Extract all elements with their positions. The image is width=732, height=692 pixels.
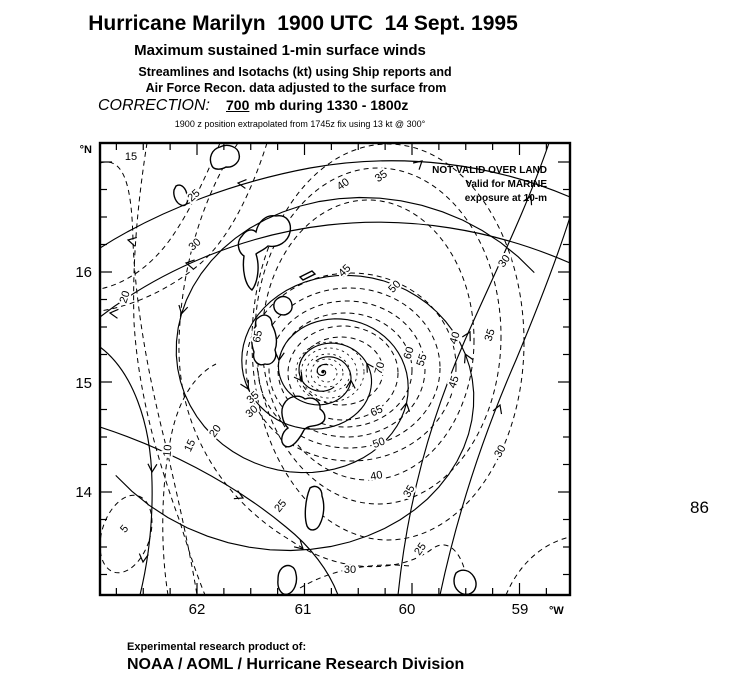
spiral-streamline: [115, 274, 475, 552]
island-marie-galante: [273, 295, 293, 316]
isotach-label: 15: [125, 151, 137, 163]
island-st-vincent: [277, 564, 298, 595]
islands: [173, 144, 477, 595]
isotach-label: 30: [344, 564, 356, 576]
streamline-arrow: [274, 351, 285, 362]
isotach-contours: [100, 143, 570, 595]
description-line-2: Air Force Recon. data adjusted to the su…: [145, 81, 447, 95]
map-warning-line: NOT VALID OVER LAND: [432, 165, 547, 176]
lon-label: 59: [512, 601, 529, 618]
map-graphics: [100, 143, 570, 595]
correction-detail: mb during 1330 - 1800z: [254, 97, 409, 113]
isotach-label: 70: [373, 361, 388, 376]
isotach-label: 30: [243, 403, 260, 420]
streamline-arrow: [240, 379, 249, 391]
streamline-arrow: [178, 304, 189, 316]
axis-labels: 16 15 14 °N 62 61 60 59 °W: [75, 144, 564, 618]
island-barbados: [453, 569, 477, 595]
lon-unit: °W: [549, 605, 564, 617]
streamline-arrow: [293, 371, 303, 382]
isotach-label: 60: [402, 345, 417, 360]
description-line-1: Streamlines and Isotachs (kt) using Ship…: [138, 65, 452, 79]
island-antigua: [209, 144, 241, 170]
island-martinique: [281, 395, 326, 448]
isotach-label: 45: [447, 374, 462, 389]
eye-center: [321, 370, 325, 374]
page-title: Hurricane Marilyn 1900 UTC 14 Sept. 1995: [88, 12, 518, 35]
map-warning-line: exposure at 10-m: [465, 193, 547, 204]
isotach-label: 30: [492, 443, 509, 460]
streamline-arrow: [293, 540, 304, 550]
footer-organization: NOAA / AOML / Hurricane Research Divisio…: [127, 656, 465, 673]
isotach-label: 50: [371, 435, 387, 450]
lat-unit: °N: [80, 144, 92, 156]
spiral-streamline: [316, 363, 329, 376]
isotach-label: 65: [251, 329, 265, 343]
lon-label: 61: [295, 601, 312, 618]
streamline-arrow: [492, 403, 503, 415]
map-warning-line: Valid for MARINE: [465, 179, 547, 190]
isotach-label: 20: [118, 289, 133, 304]
streamline-arrow: [412, 160, 423, 170]
streamline-arrow: [233, 490, 245, 500]
isotach-label: 15: [182, 438, 198, 454]
streamline-arrow: [345, 379, 356, 389]
page-subtitle: Maximum sustained 1-min surface winds: [134, 42, 426, 59]
map-frame: [98, 141, 572, 597]
isotach-label: 55: [415, 352, 430, 367]
footer-product-note: Experimental research product of:: [127, 641, 307, 653]
lat-label: 16: [75, 264, 92, 281]
island-la-desirade: [298, 270, 317, 281]
isotach-label: 35: [373, 168, 390, 185]
isotach-label: 30: [496, 253, 513, 270]
map-warning-text: NOT VALID OVER LAND Valid for MARINE expos…: [432, 165, 547, 204]
streamline-arrow: [126, 236, 137, 247]
streamline-arrow: [461, 330, 471, 342]
isotach-label: 50: [386, 278, 403, 295]
isotach-label: 30: [186, 236, 203, 253]
spiral-streamline: [175, 196, 535, 474]
isotach-label: 25: [272, 498, 289, 515]
correction-line: CORRECTION: 700 mb during 1330 - 1800z: [98, 97, 408, 115]
lon-label: 60: [399, 601, 416, 618]
isotach-label: 35: [483, 327, 498, 342]
isotach-label: 25: [412, 541, 429, 558]
correction-label: CORRECTION:: [98, 97, 210, 114]
streamline-arrow: [463, 353, 474, 364]
streamline-arrow: [138, 553, 149, 564]
streamline-arrow: [147, 463, 158, 474]
streamline-arrow: [236, 178, 247, 189]
streamline-arrow: [366, 362, 376, 373]
streamline-arrow: [400, 401, 411, 412]
axis-ticks: [100, 143, 570, 595]
position-note: 1900 z position extrapolated from 1745z …: [174, 119, 426, 129]
streamline-arrow: [108, 308, 119, 319]
side-page-number: 86: [690, 498, 709, 517]
isotach-label: 40: [369, 469, 383, 483]
isotach-label: 20: [207, 423, 224, 440]
island-guadeloupe: [237, 215, 292, 291]
lat-label: 15: [75, 375, 92, 392]
correction-pressure-value: 700: [226, 97, 250, 113]
streamline-arrow: [523, 194, 533, 206]
streamline-arrow: [184, 259, 195, 270]
lat-label: 14: [75, 484, 92, 501]
isotach-label: 35: [401, 483, 418, 500]
island-dominica: [251, 314, 278, 366]
isotach-label: 40: [335, 176, 352, 193]
lon-label: 62: [189, 601, 206, 618]
isotach-label: 5: [118, 523, 131, 535]
streamlines: [100, 143, 570, 595]
island-st-lucia: [304, 485, 325, 531]
isotach-label: 45: [336, 262, 353, 279]
isotach-label: 10: [162, 444, 175, 457]
